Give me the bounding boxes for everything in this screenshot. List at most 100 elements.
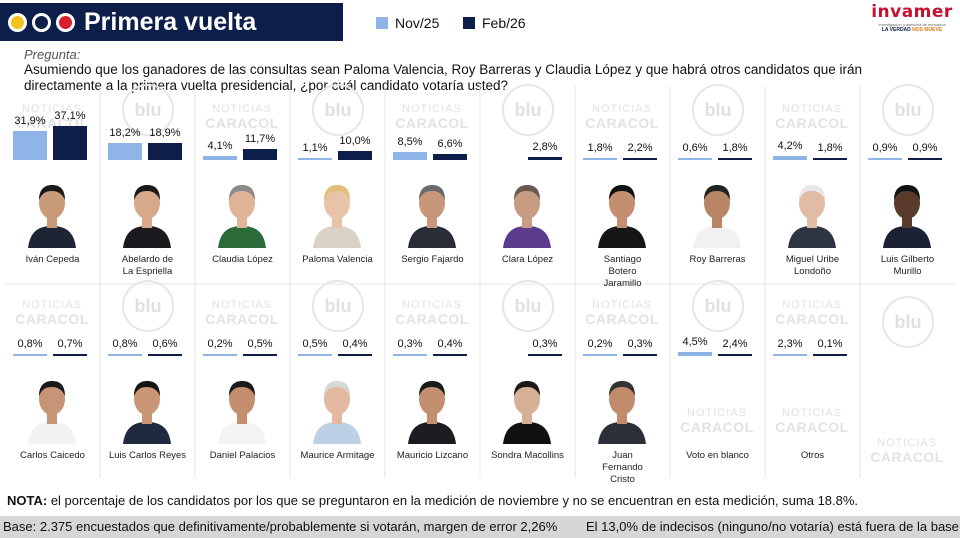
watermark-blu: blu	[122, 280, 174, 332]
bar-feb	[908, 158, 942, 160]
candidate-photo	[594, 372, 650, 444]
candidate-name: Miguel Uribe Londoño	[785, 254, 840, 277]
logo-tagline: LA VERDAD NOS MUEVE	[870, 27, 954, 34]
logo-tagline-b: NOS MUEVE	[912, 27, 943, 33]
candidate-name: Daniel Palacios	[209, 450, 276, 461]
value-label-nov: 0,8%	[17, 338, 43, 350]
value-label-feb: 0,5%	[247, 338, 273, 350]
watermark-caracol-bottom: CARACOL	[205, 115, 279, 131]
invamer-logo: invamer Investigación y asesoría de merc…	[870, 2, 954, 40]
watermark-caracol-top: NOTICIAS	[782, 103, 842, 115]
candidate-name: Carlos Caicedo	[20, 450, 85, 461]
candidate-name: Paloma Valencia	[302, 254, 373, 265]
candidate-name: Juan Fernando Cristo	[602, 450, 643, 485]
candidate-photo	[784, 176, 840, 248]
candidate-photo	[309, 176, 365, 248]
watermark-caracol: NOTICIAS CARACOL	[9, 298, 95, 326]
candidate-name: Sondra Macollins	[491, 450, 564, 461]
bar-feb	[718, 158, 752, 160]
value-label-nov: 0,3%	[397, 338, 423, 350]
candidate-photo	[119, 372, 175, 444]
value-label-nov: 2,3%	[777, 337, 803, 350]
candidate-name: Claudia López	[212, 254, 273, 265]
watermark-caracol-bottom: CARACOL	[585, 311, 659, 327]
watermark-caracol-top: NOTICIAS	[402, 103, 462, 115]
watermark-caracol-bottom: CARACOL	[870, 449, 944, 465]
watermark-caracol-top: NOTICIAS	[687, 407, 747, 419]
watermark-caracol-bottom: CARACOL	[395, 311, 469, 327]
legend-nov-swatch	[376, 17, 388, 29]
bar-nov	[393, 152, 427, 160]
legend-feb-swatch	[463, 17, 475, 29]
bar-feb	[53, 354, 87, 356]
watermark-caracol: NOTICIAS CARACOL	[579, 298, 665, 326]
candidate-photo	[24, 176, 80, 248]
value-label-feb: 1,8%	[722, 142, 748, 154]
bar-feb	[623, 157, 657, 160]
watermark-caracol: NOTICIAS CARACOL	[389, 102, 475, 130]
value-label-feb: 0,4%	[342, 338, 368, 350]
value-label-nov: 4,1%	[207, 140, 233, 153]
legend-feb: Feb/26	[463, 15, 526, 31]
bar-feb	[338, 150, 372, 160]
logo-subtitle: Investigación y asesoría de mercados	[878, 22, 946, 27]
bar-feb	[813, 354, 847, 356]
value-label-feb: 0,6%	[152, 338, 178, 350]
value-label-nov: 0,2%	[207, 338, 233, 350]
bar-feb	[243, 149, 277, 160]
watermark-blu: blu	[312, 84, 364, 136]
bar-nov	[203, 354, 237, 356]
value-label-nov: 0,6%	[682, 142, 708, 154]
bar-nov	[678, 158, 712, 160]
watermark-caracol: NOTICIAS CARACOL	[769, 406, 855, 434]
candidate-photo	[594, 176, 650, 248]
bar-feb	[718, 353, 752, 356]
bar-nov	[773, 353, 807, 356]
candidate-photo	[404, 176, 460, 248]
candidate-photo	[499, 372, 555, 444]
bar-nov	[868, 158, 902, 160]
candidate-photo	[879, 176, 935, 248]
value-label-nov: 0,9%	[872, 142, 898, 154]
bar-nov	[108, 354, 142, 356]
value-label-feb: 2,2%	[627, 141, 653, 154]
candidate-name: Santiago Botero Jaramillo	[603, 254, 642, 289]
watermark-caracol-top: NOTICIAS	[22, 299, 82, 311]
watermark-caracol-top: NOTICIAS	[22, 103, 82, 115]
watermark-caracol-top: NOTICIAS	[212, 103, 272, 115]
bar-nov	[393, 354, 427, 356]
bar-nov	[13, 130, 47, 160]
bar-feb	[53, 126, 87, 160]
bar-feb	[148, 142, 182, 160]
watermark-caracol-top: NOTICIAS	[592, 299, 652, 311]
value-label-nov: 18,2%	[109, 127, 141, 140]
watermark-caracol: NOTICIAS CARACOL	[389, 298, 475, 326]
watermark-caracol: NOTICIAS CARACOL	[579, 102, 665, 130]
bar-nov	[108, 143, 142, 160]
watermark-caracol-bottom: CARACOL	[15, 311, 89, 327]
watermark-caracol-top: NOTICIAS	[592, 103, 652, 115]
candidate-name: Mauricio Lizcano	[396, 450, 469, 461]
bar-nov	[298, 354, 332, 356]
note: NOTA: el porcentaje de los candidatos po…	[7, 493, 858, 508]
watermark-blu: blu	[312, 280, 364, 332]
value-label-feb: 6,6%	[437, 137, 463, 150]
watermark-caracol-bottom: CARACOL	[775, 419, 849, 435]
value-label-nov: 4,5%	[682, 335, 708, 348]
bar-feb	[433, 153, 467, 160]
watermark-blu: blu	[692, 84, 744, 136]
watermark-caracol: NOTICIAS CARACOL	[769, 298, 855, 326]
value-label-feb: 18,9%	[149, 126, 181, 139]
watermark-caracol: NOTICIAS CARACOL	[769, 102, 855, 130]
value-label-nov: 0,2%	[587, 338, 613, 350]
value-label-nov: 0,5%	[302, 338, 328, 350]
watermark-caracol-top: NOTICIAS	[212, 299, 272, 311]
watermark-caracol-bottom: CARACOL	[680, 419, 754, 435]
bar-nov	[583, 158, 617, 160]
candidate-photo	[404, 372, 460, 444]
bar-feb	[813, 158, 847, 160]
watermark-caracol: NOTICIAS CARACOL	[674, 406, 760, 434]
watermark-blu: blu	[502, 280, 554, 332]
candidate-name: Iván Cepeda	[25, 254, 80, 265]
value-label-feb: 0,9%	[912, 142, 938, 154]
